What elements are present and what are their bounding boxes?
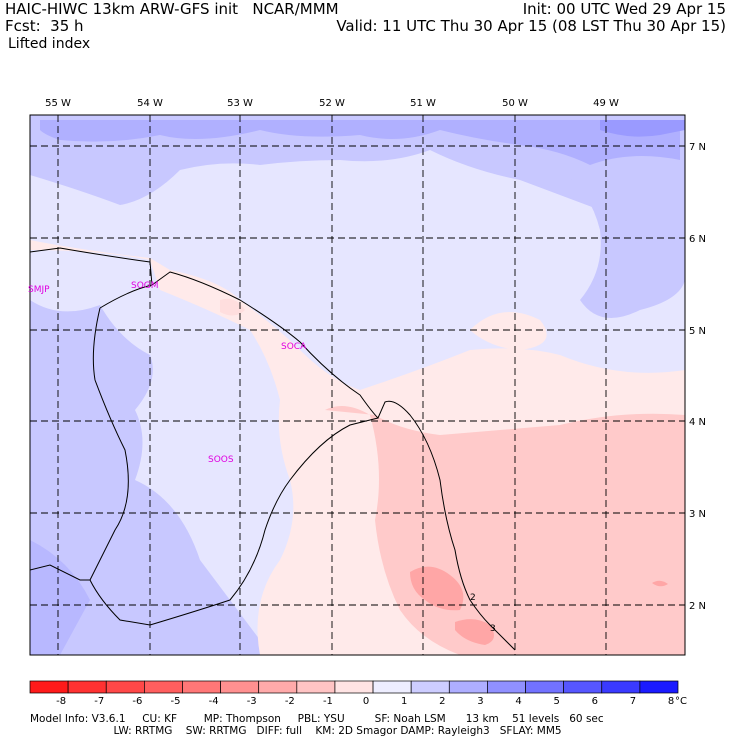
longitude-labels: 55 W 54 W 53 W 52 W 51 W 50 W 49 W xyxy=(45,98,619,109)
latitude-label: 2 N xyxy=(689,601,706,612)
longitude-label: 50 W xyxy=(502,98,528,109)
longitude-label: 49 W xyxy=(593,98,619,109)
valid-time: Valid: 11 UTC Thu 30 Apr 15 (08 LST Thu … xyxy=(336,17,726,35)
colorbar-swatch xyxy=(639,680,679,694)
station-soca: SOCA xyxy=(281,342,307,352)
station-sogm: SOGM xyxy=(131,281,159,291)
colorbar-swatch xyxy=(410,680,450,694)
field-band-4 xyxy=(40,120,680,165)
latitude-labels: 7 N 6 N 5 N 4 N 3 N 2 N xyxy=(689,142,706,612)
longitude-label: 55 W xyxy=(45,98,71,109)
colorbar-tick: -7 xyxy=(94,696,104,707)
colorbar-tick: 6 xyxy=(592,696,598,707)
longitude-label: 52 W xyxy=(319,98,345,109)
colorbar-tick: -5 xyxy=(170,696,180,707)
colorbar-swatch xyxy=(220,680,260,694)
colorbar-swatch xyxy=(563,680,603,694)
field-band-5 xyxy=(600,120,685,137)
field-band-minus1-patch2 xyxy=(220,298,245,316)
station-soos: SOOS xyxy=(208,455,234,465)
init-time: Init: 00 UTC Wed 29 Apr 15 xyxy=(522,0,726,18)
colorbar-swatch xyxy=(144,680,183,694)
field-band-2-west xyxy=(30,300,260,655)
field-band-3-west xyxy=(30,540,90,655)
border-west xyxy=(30,564,90,581)
latitude-label: 4 N xyxy=(689,417,706,428)
model-info-line2: LW: RRTMG SW: RRTMG DIFF: full KM: 2D Sm… xyxy=(30,725,562,737)
colorbar-swatch xyxy=(29,680,69,694)
colorbar-swatch xyxy=(372,680,412,694)
colorbar-swatch xyxy=(182,680,221,694)
latlon-grid xyxy=(30,115,685,655)
colorbar-swatch xyxy=(105,680,145,694)
field-band-3-east xyxy=(560,160,685,318)
colorbar-swatch xyxy=(258,680,298,694)
colorbar-unit: °C xyxy=(675,696,687,707)
colorbar-tick: -8 xyxy=(56,696,66,707)
latitude-label: 3 N xyxy=(689,509,706,520)
longitude-label: 54 W xyxy=(137,98,163,109)
contour-label: 2 xyxy=(470,593,476,603)
colorbar-tick: 0 xyxy=(363,696,369,707)
latitude-label: 5 N xyxy=(689,326,706,337)
colorbar-tick: 5 xyxy=(553,696,559,707)
model-title: HAIC-HIWC 13km ARW-GFS init NCAR/MMM xyxy=(5,0,339,18)
colorbar-swatch xyxy=(448,680,488,694)
map-frame xyxy=(29,114,686,656)
shaded-field xyxy=(30,115,685,655)
colorbar-swatch xyxy=(296,680,336,694)
colorbar-tick: 1 xyxy=(401,696,407,707)
station-smjp: SMJP xyxy=(28,285,50,295)
longitude-label: 51 W xyxy=(410,98,436,109)
colorbar: -8 -7 -6 -5 -4 -3 -2 -1 0 1 2 3 4 5 6 7 8 °C xyxy=(29,680,687,707)
colorbar-tick: 8 xyxy=(668,696,674,707)
colorbar-tick: -6 xyxy=(132,696,142,707)
field-band-minus1-patch xyxy=(470,312,547,350)
colorbar-tick: -2 xyxy=(285,696,295,707)
colorbar-swatch xyxy=(601,680,641,694)
field-band-minus2 xyxy=(325,406,685,655)
contour-label: 3 xyxy=(490,624,496,634)
field-band-minus3-b xyxy=(455,619,494,645)
colorbar-tick: -1 xyxy=(323,696,333,707)
field-band-minus3-c xyxy=(652,580,668,587)
colorbar-swatch xyxy=(67,680,107,694)
longitude-label: 53 W xyxy=(227,98,253,109)
coastline xyxy=(30,247,516,651)
field-name: Lifted index xyxy=(8,36,91,52)
border-north xyxy=(99,284,153,309)
colorbar-swatch xyxy=(487,680,526,694)
colorbar-swatch xyxy=(334,680,374,694)
colorbar-swatch xyxy=(525,680,564,694)
model-info-line1: Model Info: V3.6.1 CU: KF MP: Thompson P… xyxy=(30,713,604,725)
forecast-hour: Fcst: 35 h xyxy=(5,17,84,35)
colorbar-tick: -4 xyxy=(209,696,219,707)
colorbar-tick: 7 xyxy=(630,696,636,707)
colorbar-tick: -3 xyxy=(247,696,257,707)
latitude-label: 7 N xyxy=(689,142,706,153)
colorbar-tick: 2 xyxy=(439,696,445,707)
colorbar-tick: 4 xyxy=(515,696,521,707)
latitude-label: 6 N xyxy=(689,234,706,245)
colorbar-tick: 3 xyxy=(477,696,483,707)
